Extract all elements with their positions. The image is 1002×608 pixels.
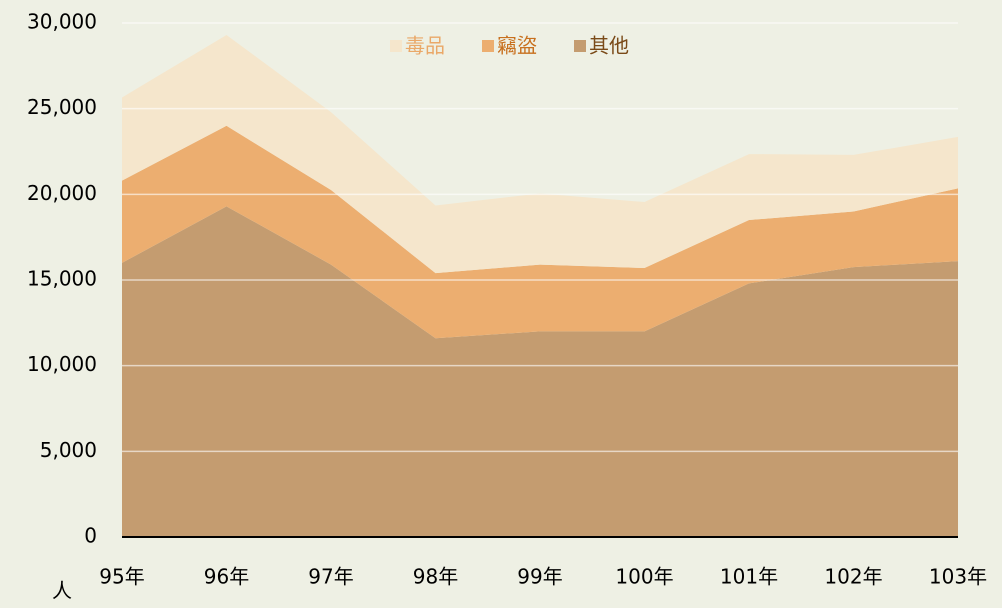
y-tick-label: 15,000 — [27, 267, 97, 291]
x-tick-label: 103年 — [929, 565, 987, 589]
x-tick-label: 96年 — [204, 565, 249, 589]
area — [122, 34, 958, 274]
legend-swatch — [574, 40, 586, 52]
y-tick-label: 0 — [84, 524, 97, 548]
y-tick-label: 5,000 — [40, 438, 97, 462]
x-tick-label: 99年 — [517, 565, 562, 589]
x-tick-label: 100年 — [615, 565, 673, 589]
y-tick-label: 30,000 — [27, 10, 97, 34]
legend-label: 其他 — [589, 34, 629, 58]
x-tick-label: 102年 — [824, 565, 882, 589]
x-tick-label: 98年 — [413, 565, 458, 589]
y-tick-label: 25,000 — [27, 95, 97, 119]
area — [122, 125, 958, 339]
y-tick-label: 20,000 — [27, 181, 97, 205]
legend-label: 竊盜 — [497, 34, 537, 58]
x-tick-label: 95年 — [99, 565, 144, 589]
legend-swatch — [390, 40, 402, 52]
area — [122, 206, 958, 537]
y-tick-label: 10,000 — [27, 352, 97, 376]
y-unit-label: 人 — [52, 579, 72, 603]
legend-label: 毒品 — [405, 34, 445, 58]
legend-swatch — [482, 40, 494, 52]
x-tick-label: 101年 — [720, 565, 778, 589]
x-tick-label: 97年 — [308, 565, 353, 589]
